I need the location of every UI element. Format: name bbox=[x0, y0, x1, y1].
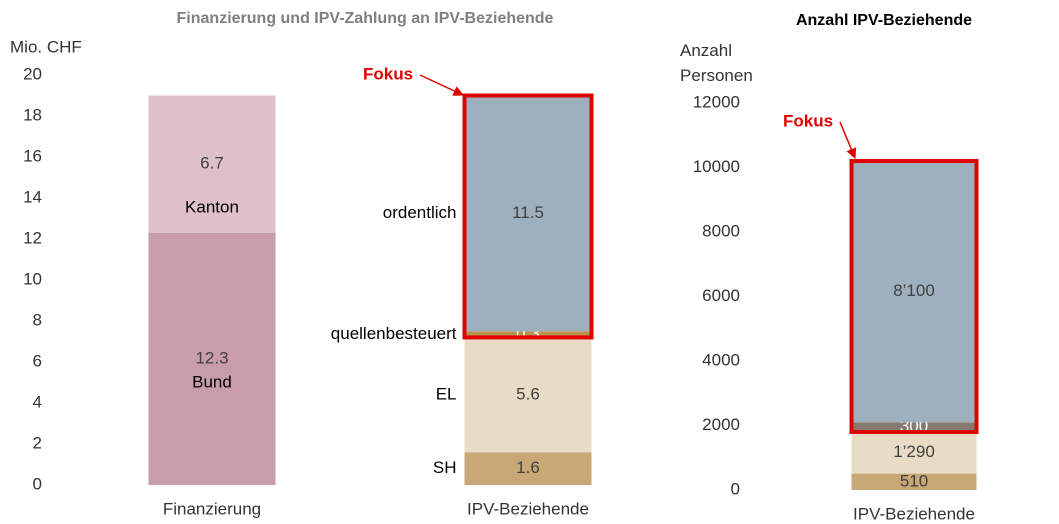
y-tick-label: 12000 bbox=[693, 92, 740, 111]
series-label: EL bbox=[436, 384, 457, 403]
y-tick-label: 8000 bbox=[702, 221, 740, 240]
y-tick-label: 6 bbox=[33, 351, 42, 370]
value-label: 1.6 bbox=[516, 458, 540, 477]
bar-segment bbox=[851, 431, 977, 474]
series-label: ordentlich bbox=[383, 203, 457, 222]
series-label: quellenbesteuert bbox=[331, 324, 457, 343]
y-tick-label: 12 bbox=[23, 228, 42, 247]
y-tick-label: 0 bbox=[731, 479, 740, 498]
y-tick-label: 16 bbox=[23, 146, 42, 165]
chart-title: Anzahl IPV-Beziehende bbox=[796, 12, 972, 29]
bar-segment bbox=[148, 232, 276, 485]
value-label: 12.3 bbox=[195, 348, 228, 367]
series-label: Bund bbox=[192, 372, 232, 391]
bar-segment bbox=[464, 331, 592, 338]
bar-segment bbox=[148, 95, 276, 233]
bar-segment bbox=[464, 452, 592, 485]
bar-segment bbox=[464, 95, 592, 332]
annotation-arrow bbox=[839, 121, 857, 159]
y-tick-label: 2 bbox=[33, 433, 42, 452]
focus-box bbox=[462, 93, 594, 340]
y-tick-label: 4000 bbox=[702, 350, 740, 369]
annotation: Fokus bbox=[363, 64, 413, 83]
value-label: 8’100 bbox=[893, 281, 935, 300]
series-label: SH bbox=[433, 458, 457, 477]
y-tick-label: 0 bbox=[33, 474, 42, 493]
value-label: 510 bbox=[900, 471, 928, 490]
bar-segment bbox=[464, 337, 592, 453]
y-tick-label: 20 bbox=[23, 64, 42, 83]
focus-box bbox=[849, 159, 979, 434]
bar-segment bbox=[851, 473, 977, 490]
y-axis-label: Anzahl Personen bbox=[680, 41, 753, 85]
value-label: 1’290 bbox=[893, 442, 935, 461]
y-tick-label: 10 bbox=[23, 269, 42, 288]
x-tick-label: IPV-Beziehende bbox=[853, 504, 975, 523]
y-tick-label: 10000 bbox=[693, 157, 740, 176]
y-tick-label: 6000 bbox=[702, 286, 740, 305]
y-tick-label: 4 bbox=[33, 392, 42, 411]
value-label: 6.7 bbox=[200, 154, 224, 173]
series-label: Kanton bbox=[185, 198, 239, 217]
value-label: 5.6 bbox=[516, 384, 540, 403]
y-tick-label: 8 bbox=[33, 310, 42, 329]
y-tick-label: 2000 bbox=[702, 415, 740, 434]
value-label: 11.5 bbox=[512, 203, 544, 222]
x-tick-label: Finanzierung bbox=[163, 499, 261, 518]
y-tick-label: 18 bbox=[23, 105, 42, 124]
chart-title: Finanzierung und IPV-Zahlung an IPV-Bezi… bbox=[177, 10, 554, 27]
annotation-arrow bbox=[419, 74, 464, 96]
y-tick-label: 14 bbox=[23, 187, 42, 206]
x-tick-label: IPV-Beziehende bbox=[467, 499, 589, 518]
annotation: Fokus bbox=[783, 111, 833, 130]
y-axis-label: Mio. CHF bbox=[10, 37, 82, 56]
bar-segment bbox=[851, 161, 977, 423]
bar-segment bbox=[851, 422, 977, 432]
